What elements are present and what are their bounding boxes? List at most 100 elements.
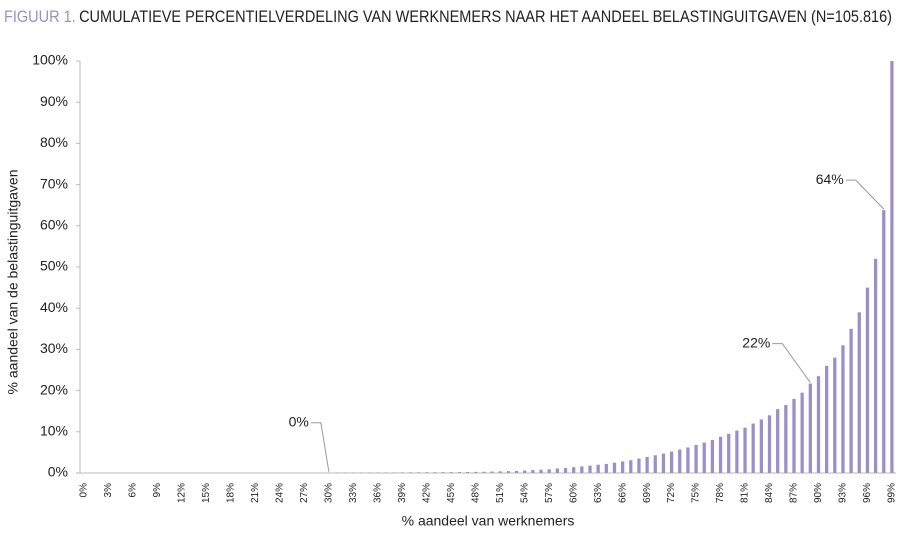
- x-tick-label: 96%: [862, 483, 873, 503]
- x-tick-label: 63%: [593, 483, 604, 503]
- x-tick-label: 36%: [372, 483, 383, 503]
- bar: [474, 471, 478, 473]
- bar: [718, 436, 723, 473]
- bar: [686, 447, 690, 473]
- x-tick-label: 42%: [421, 483, 432, 503]
- x-tick-label: 90%: [813, 483, 824, 503]
- bar: [539, 469, 543, 473]
- bar: [482, 471, 486, 473]
- bar: [408, 472, 413, 473]
- x-tick-label: 33%: [348, 483, 359, 503]
- bar: [400, 472, 404, 473]
- x-tick-label: 69%: [642, 483, 653, 503]
- bar: [825, 365, 829, 473]
- bar: [808, 383, 812, 473]
- x-tick-label: 45%: [446, 483, 457, 503]
- x-tick-label: 87%: [789, 483, 800, 503]
- bar: [498, 471, 502, 473]
- x-tick-label: 12%: [177, 483, 188, 503]
- x-tick-label: 78%: [715, 483, 726, 503]
- chart-title: CUMULATIEVE PERCENTIELVERDELING VAN WERK…: [79, 7, 892, 26]
- bar: [523, 470, 527, 473]
- leader-line: [845, 179, 885, 210]
- bar: [457, 472, 462, 473]
- bar: [506, 471, 511, 473]
- x-tick-label: 54%: [519, 483, 530, 503]
- bar: [873, 258, 878, 473]
- bar: [563, 468, 568, 473]
- x-tick-label: 30%: [324, 483, 335, 503]
- x-tick-label: 24%: [275, 483, 286, 503]
- bar: [572, 467, 576, 473]
- bar: [694, 444, 698, 473]
- bar: [710, 440, 715, 473]
- x-tick-label: 27%: [299, 483, 310, 503]
- y-tick-label: 80%: [40, 134, 68, 150]
- bar: [678, 449, 682, 473]
- y-tick-label: 60%: [40, 217, 68, 233]
- bar: [612, 462, 617, 473]
- bar: [751, 423, 755, 473]
- y-tick-label: 10%: [40, 423, 68, 439]
- x-tick-label: 81%: [740, 483, 751, 503]
- bar: [849, 328, 853, 473]
- bar: [833, 357, 837, 473]
- bar: [865, 287, 870, 473]
- x-axis-label: % aandeel van werknemers: [402, 513, 575, 529]
- x-tick-label: 51%: [495, 483, 506, 503]
- bar: [767, 415, 772, 473]
- bar: [449, 472, 453, 473]
- x-tick-label: 48%: [470, 483, 481, 503]
- figure-label: FIGUUR 1.: [4, 7, 76, 26]
- y-tick-label: 50%: [40, 258, 68, 274]
- bar: [702, 442, 706, 473]
- data-label: 0%: [289, 413, 309, 429]
- bar: [417, 472, 421, 473]
- bar: [661, 453, 666, 473]
- y-axis-label: % aandeel van de belastinguitgaven: [5, 170, 21, 395]
- leader-line: [310, 422, 330, 472]
- bar: [637, 458, 641, 473]
- x-tick-label: 75%: [691, 483, 702, 503]
- x-tick-label: 0%: [79, 483, 90, 498]
- x-tick-label: 99%: [887, 483, 898, 503]
- bar: [425, 472, 429, 473]
- bar: [580, 466, 584, 473]
- bar: [588, 465, 592, 473]
- x-tick-label: 84%: [764, 483, 775, 503]
- bar: [669, 451, 674, 473]
- data-label: 22%: [742, 334, 770, 350]
- y-tick-label: 30%: [40, 340, 68, 356]
- bar: [514, 470, 519, 473]
- x-tick-label: 39%: [397, 483, 408, 503]
- bar: [555, 468, 559, 473]
- bar: [857, 312, 861, 473]
- x-tick-label: 18%: [226, 483, 237, 503]
- bar: [621, 461, 625, 473]
- x-tick-label: 15%: [201, 483, 212, 503]
- bar: [841, 345, 845, 473]
- bar: [629, 460, 633, 473]
- x-tick-label: 66%: [617, 483, 628, 503]
- y-tick-label: 20%: [40, 381, 68, 397]
- x-tick-label: 21%: [250, 483, 261, 503]
- bar: [433, 472, 437, 473]
- bar: [547, 469, 551, 473]
- x-tick-label: 6%: [128, 483, 139, 498]
- y-tick-label: 70%: [40, 175, 68, 191]
- bar: [776, 409, 780, 473]
- bar: [882, 210, 886, 474]
- x-tick-label: 9%: [152, 483, 163, 498]
- bar: [816, 376, 821, 473]
- bar: [531, 470, 535, 473]
- x-tick-label: 60%: [568, 483, 579, 503]
- leader-line: [772, 343, 811, 383]
- x-tick-label: 93%: [838, 483, 849, 503]
- y-tick-label: 90%: [40, 93, 68, 109]
- y-tick-label: 100%: [32, 52, 68, 68]
- bar: [441, 472, 445, 473]
- bar: [759, 419, 763, 473]
- bar: [890, 61, 894, 473]
- bar: [465, 472, 470, 473]
